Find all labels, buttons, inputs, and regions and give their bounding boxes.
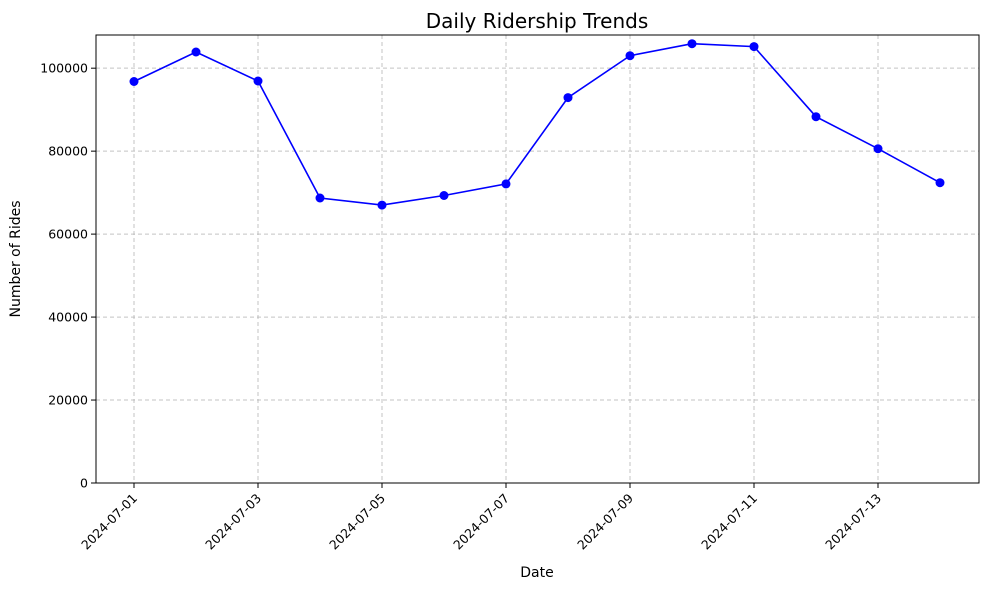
- x-tick-label: 2024-07-07: [450, 491, 512, 553]
- grid-layer: [96, 35, 979, 484]
- y-tick-label: 20000: [48, 393, 88, 408]
- ticks-layer: 2024-07-01 2024-07-03 2024-07-05 2024-07-07…: [40, 61, 884, 553]
- y-axis-label: Number of Rides: [8, 200, 24, 317]
- data-point: [253, 76, 263, 86]
- data-point: [563, 93, 573, 103]
- x-tick-label: 2024-07-13: [822, 491, 884, 553]
- x-tick-label: 2024-07-09: [574, 490, 636, 552]
- y-tick-label: 80000: [48, 144, 88, 159]
- data-point: [749, 42, 759, 52]
- y-tick-label: 0: [80, 476, 88, 491]
- series-layer: [129, 39, 945, 210]
- x-tick-label: 2024-07-01: [78, 491, 140, 553]
- y-tick-label: 60000: [48, 227, 88, 242]
- x-tick-label: 2024-07-05: [326, 491, 388, 553]
- y-tick-label: 100000: [40, 61, 88, 76]
- data-point: [625, 51, 635, 61]
- data-point: [811, 112, 821, 122]
- data-point: [873, 144, 883, 154]
- x-tick-label: 2024-07-11: [698, 491, 760, 553]
- x-tick-label: 2024-07-03: [202, 491, 264, 553]
- y-tick-label: 40000: [48, 310, 88, 325]
- data-point: [377, 200, 387, 210]
- data-point: [501, 179, 511, 189]
- chart-title: Daily Ridership Trends: [426, 9, 649, 33]
- plot-frame: [95, 34, 980, 484]
- data-point: [687, 39, 697, 49]
- data-point: [315, 193, 325, 203]
- data-point: [439, 191, 449, 200]
- data-point: [191, 47, 201, 57]
- series-line: [133, 42, 941, 206]
- x-axis-label: Date: [520, 565, 553, 581]
- data-point: [935, 178, 945, 188]
- data-point: [129, 77, 139, 86]
